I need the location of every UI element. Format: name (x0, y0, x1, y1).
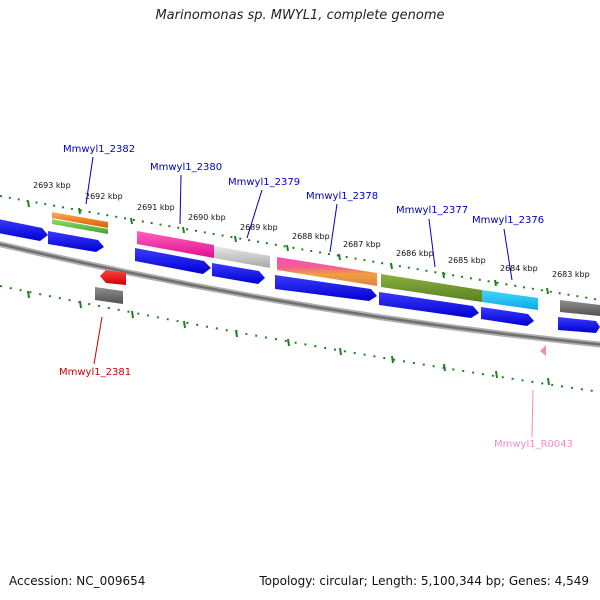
gene-label-2376: Mmwyl1_2376 (472, 215, 544, 226)
cds-arrow-reverse-2381 (100, 270, 126, 285)
accession-text: Accession: NC_009654 (9, 574, 146, 588)
tick-label: 2684 kbp (500, 264, 538, 273)
gene-label-2380: Mmwyl1_2380 (150, 162, 222, 173)
genome-summary-text: Topology: circular; Length: 5,100,344 bp… (259, 574, 589, 588)
feature-block-2380 (137, 231, 214, 258)
feature-block-2378 (277, 257, 377, 286)
cds-arrow (135, 248, 211, 274)
feature-block-2382-green (52, 219, 108, 234)
feature-block-2381-gray (95, 287, 123, 304)
gene-labels: Mmwyl1_2382 Mmwyl1_2380 Mmwyl1_2379 Mmwy… (59, 144, 573, 450)
tick-label: 2683 kbp (552, 270, 590, 279)
tick-label: 2689 kbp (240, 223, 278, 232)
gene-label-2382: Mmwyl1_2382 (63, 144, 135, 155)
cds-arrow (0, 219, 48, 241)
reverse-scale-ring (0, 285, 600, 393)
tick-label: 2693 kbp (33, 181, 71, 190)
tick-label: 2686 kbp (396, 249, 434, 258)
tick-label: 2687 kbp (343, 240, 381, 249)
tick-label: 2691 kbp (137, 203, 175, 212)
label-leader-lines (85, 156, 534, 438)
reverse-major-ticks (27, 290, 550, 386)
page-title: Marinomonas sp. MWYL1, complete genome (155, 8, 445, 23)
tick-label: 2692 kbp (85, 192, 123, 201)
cds-arrow (212, 263, 265, 284)
cds-arrow (379, 292, 479, 318)
forward-cds-arrows[interactable] (0, 219, 600, 333)
forward-scale-ring (0, 195, 600, 301)
cds-arrow (275, 275, 377, 301)
feature-block-2379 (214, 246, 270, 268)
tick-label: 2685 kbp (448, 256, 486, 265)
tick-labels: 2693 kbp 2692 kbp 2691 kbp 2690 kbp 2689… (33, 181, 590, 279)
tick-label: 2688 kbp (292, 232, 330, 241)
gene-label-2381: Mmwyl1_2381 (59, 367, 131, 378)
reverse-features[interactable] (95, 270, 546, 356)
feature-block-2377 (381, 274, 482, 302)
gene-label-2378: Mmwyl1_2378 (306, 191, 378, 202)
forward-feature-blocks (52, 212, 600, 316)
feature-block-2376 (482, 290, 538, 310)
gene-label-R0043: Mmwyl1_R0043 (494, 439, 573, 450)
gene-label-2379: Mmwyl1_2379 (228, 177, 300, 188)
rna-marker-R0043 (540, 345, 546, 356)
feature-block-2382-orange (52, 212, 108, 228)
feature-block-right (560, 300, 600, 316)
gene-label-2377: Mmwyl1_2377 (396, 205, 468, 216)
cds-arrow (481, 307, 534, 326)
forward-major-ticks (27, 200, 549, 295)
cds-arrow (48, 231, 104, 252)
cds-arrow (558, 317, 600, 333)
tick-label: 2690 kbp (188, 213, 226, 222)
genome-backbone-core (0, 242, 600, 346)
